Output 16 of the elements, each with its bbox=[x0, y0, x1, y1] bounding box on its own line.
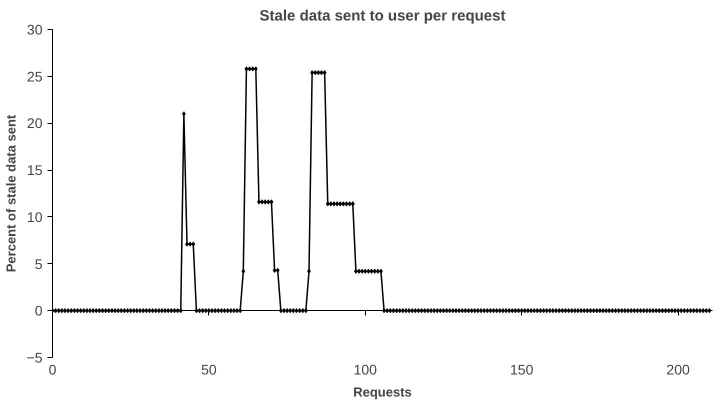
x-tick-label: 50 bbox=[201, 362, 217, 378]
y-tick-label: 30 bbox=[26, 22, 43, 38]
y-tick-label: 15 bbox=[26, 162, 43, 178]
x-tick-label: 150 bbox=[510, 362, 534, 378]
y-tick-label: 10 bbox=[26, 208, 43, 225]
y-tick-label: 25 bbox=[26, 68, 43, 84]
x-axis-title: Requests bbox=[353, 384, 412, 400]
y-tick-label: −5 bbox=[26, 350, 43, 366]
x-tick-label: 200 bbox=[666, 362, 690, 378]
y-tick-label: 5 bbox=[34, 256, 43, 272]
x-tick-label: 0 bbox=[48, 362, 57, 378]
y-axis-title: Percent of stale data sent bbox=[4, 114, 19, 272]
chart-title: Stale data sent to user per request bbox=[260, 8, 506, 24]
x-tick-label: 100 bbox=[354, 362, 378, 378]
y-tick-label: 0 bbox=[34, 302, 43, 319]
y-tick-label: 20 bbox=[26, 115, 43, 132]
